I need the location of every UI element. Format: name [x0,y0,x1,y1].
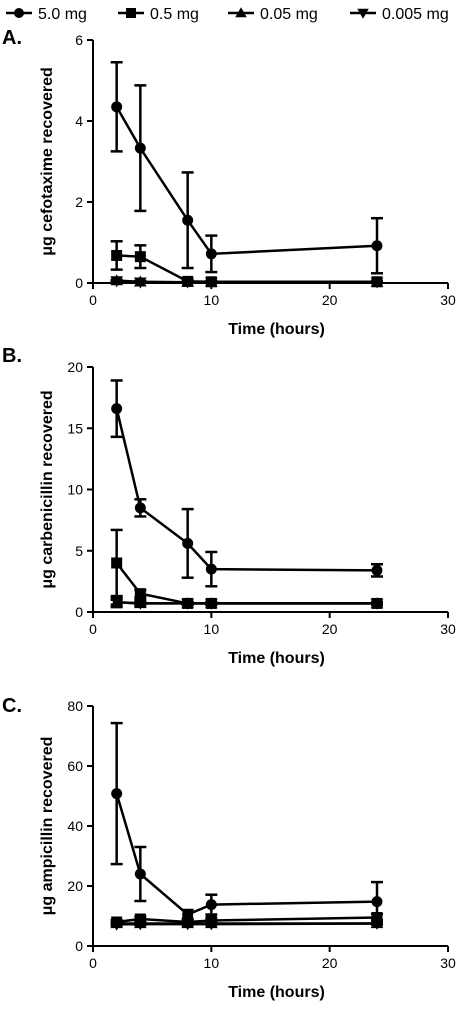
series-square [110,528,383,609]
data-point [110,274,123,286]
data-point [182,909,194,920]
data-point [111,101,123,113]
panel-a: A. 0 2 4 6 0 10 20 30 Time (hours) μg cefotaxime r… [2,27,456,338]
y-axis-label: μg cefotaxime recovered [39,67,56,256]
legend-marker [14,8,24,18]
y-tick-label: 20 [67,878,83,894]
data-point [371,597,383,609]
panel-letter: B. [2,345,22,367]
series-circle [110,61,383,275]
y-tick-label: 60 [67,758,83,774]
data-point [134,588,146,600]
panel-c: C. 0 20 40 60 80 0 10 20 30 Time (hours) μg ampicil… [2,695,456,1001]
data-point [371,276,383,288]
x-tick-label: 0 [89,955,97,971]
y-tick-label: 6 [75,32,83,48]
legend-label: 0.05 mg [260,6,318,23]
x-tick-label: 30 [440,621,456,637]
data-point [205,276,217,288]
legend-label: 5.0 mg [38,6,87,23]
legend-marker [235,7,247,18]
x-tick-label: 20 [322,621,338,637]
x-axis-label: Time (hours) [228,984,325,1001]
data-point [205,563,217,575]
x-tick-label: 10 [204,292,220,308]
series-line [116,254,377,284]
data-point [134,913,146,925]
x-axis-label: Time (hours) [228,650,325,667]
series-triangle-up [110,595,384,609]
panel-letter: A. [2,27,22,49]
data-point [134,597,147,609]
data-point [111,788,123,800]
data-point [205,899,217,911]
y-axis-label: μg carbenicillin recovered [39,390,56,588]
data-point [182,537,194,549]
data-point [371,240,383,252]
x-tick-label: 30 [440,955,456,971]
x-tick-label: 10 [204,621,220,637]
legend-marker [126,8,136,18]
series-circle [110,379,383,588]
data-point [134,251,146,263]
data-point [134,275,147,287]
series-line [115,793,378,916]
y-tick-label: 0 [75,275,83,291]
y-tick-label: 40 [67,818,83,834]
y-tick-label: 15 [67,420,83,436]
legend-label: 0.5 mg [150,6,199,23]
panel-b: B. 0 5 10 15 20 0 10 20 30 Time (hours) μg carbenic… [2,345,456,667]
data-point [111,557,123,569]
y-tick-label: 4 [75,113,83,129]
x-tick-label: 0 [89,621,97,637]
data-point [182,916,194,928]
x-axis-label: Time (hours) [228,321,325,338]
x-tick-label: 30 [440,292,456,308]
data-point [110,595,123,607]
y-tick-label: 5 [75,543,83,559]
legend-label: 0.005 mg [382,6,449,23]
series-circle [110,721,383,923]
y-tick-label: 0 [75,604,83,620]
panel-letter: C. [2,695,22,717]
data-point [371,896,383,908]
series-line [115,408,378,572]
data-point [111,916,123,928]
data-point [182,597,194,609]
data-point [205,597,217,609]
y-tick-label: 0 [75,938,83,954]
data-point [134,142,146,154]
data-point [111,403,123,415]
data-point [182,214,194,226]
y-tick-label: 20 [67,359,83,375]
y-axis-label: μg ampicillin recovered [39,737,56,916]
data-point [205,248,217,260]
series-line [115,106,378,256]
y-tick-label: 2 [75,194,83,210]
x-tick-label: 20 [322,955,338,971]
data-point [205,915,217,926]
x-tick-label: 10 [204,955,220,971]
data-point [134,868,146,880]
legend-marker [357,8,369,19]
y-tick-label: 10 [67,482,83,498]
data-point [182,275,194,287]
series-square [110,240,383,288]
data-point [134,502,146,514]
legend: 5.0 mg 0.5 mg 0.05 mg 0.005 mg [6,6,449,23]
series-line [116,916,378,924]
x-tick-label: 20 [322,292,338,308]
data-point [371,564,383,576]
x-tick-label: 0 [89,292,97,308]
y-tick-label: 80 [67,698,83,714]
data-point [111,249,123,261]
